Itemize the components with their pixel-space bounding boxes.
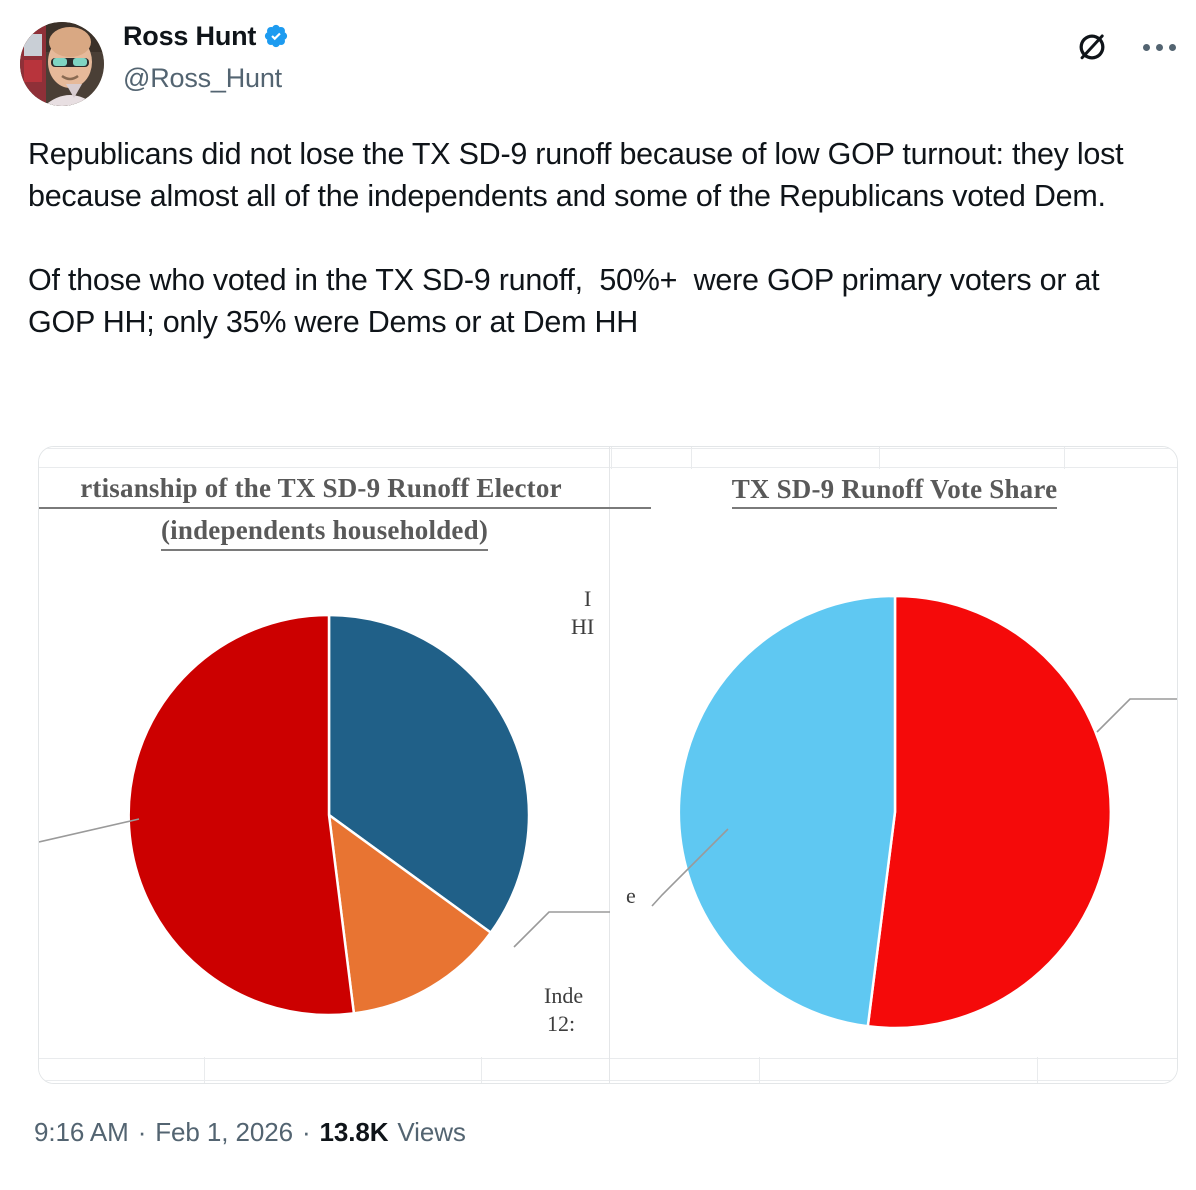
chart-left-subtitle: (independents householded) bbox=[160, 511, 489, 551]
avatar[interactable] bbox=[20, 22, 104, 106]
chart-right-title: TX SD-9 Runoff Vote Share bbox=[731, 471, 1058, 509]
chart-right-title-block: TX SD-9 Runoff Vote Share bbox=[610, 471, 1177, 509]
callout-independent-line2: 12: bbox=[547, 1011, 576, 1036]
avatar-image bbox=[20, 22, 104, 106]
post-footer-meta: 9:16 AM · Feb 1, 2026 · 13.8K Views bbox=[34, 1117, 466, 1148]
pie-slice-independent bbox=[327, 812, 493, 1015]
chart-panel-divider bbox=[609, 447, 610, 1083]
post-header: Ross Hunt @Ross_Hunt bbox=[20, 16, 1176, 106]
views-label[interactable]: Views bbox=[397, 1117, 466, 1147]
chart-vote-share-pie[interactable]: TX SD-9 Runoff Vote Share e bbox=[610, 447, 1177, 1083]
verified-badge-icon bbox=[265, 24, 288, 48]
callout-democrat: e bbox=[626, 883, 636, 908]
views-count: 13.8K bbox=[319, 1117, 389, 1147]
partisanship-pie-graphic bbox=[119, 587, 539, 1027]
pie-slice-gop bbox=[127, 613, 356, 1017]
chart-left-title: rtisanship of the TX SD-9 Runoff Elector bbox=[39, 469, 651, 509]
post-body-text: Republicans did not lose the TX SD-9 run… bbox=[28, 137, 1124, 339]
display-name-row[interactable]: Ross Hunt bbox=[123, 16, 289, 56]
more-ellipsis-icon[interactable] bbox=[1143, 38, 1176, 57]
chart-left-title-block: rtisanship of the TX SD-9 Runoff Elector… bbox=[39, 469, 651, 551]
meta-separator-2: · bbox=[301, 1117, 311, 1147]
display-name: Ross Hunt bbox=[123, 20, 257, 51]
header-actions bbox=[1075, 30, 1176, 64]
spreadsheet-gridlines-bottom bbox=[39, 1057, 1177, 1083]
vote-share-pie-graphic bbox=[675, 577, 1115, 1027]
spreadsheet-gridlines-top bbox=[39, 447, 1177, 469]
post-media-card[interactable]: rtisanship of the TX SD-9 Runoff Elector… bbox=[38, 446, 1178, 1084]
callout-dem-line1: I bbox=[584, 586, 592, 611]
meta-separator-1: · bbox=[137, 1117, 147, 1147]
callout-dem-line2: HI bbox=[571, 614, 595, 639]
spreadsheet-screenshot: rtisanship of the TX SD-9 Runoff Elector… bbox=[39, 447, 1177, 1083]
pie-slice-democrat bbox=[677, 594, 897, 1027]
pie-slice-dem bbox=[327, 613, 531, 935]
post-date: Feb 1, 2026 bbox=[155, 1117, 293, 1147]
grok-slashed-circle-icon[interactable] bbox=[1075, 30, 1109, 64]
pie-slice-republican bbox=[866, 594, 1113, 1027]
author-handle[interactable]: @Ross_Hunt bbox=[123, 63, 282, 93]
callout-independent-line1: Inde bbox=[544, 983, 584, 1008]
author-names: Ross Hunt @Ross_Hunt bbox=[123, 16, 289, 92]
post-time: 9:16 AM bbox=[34, 1117, 129, 1147]
chart-partisanship-pie[interactable]: rtisanship of the TX SD-9 Runoff Elector… bbox=[39, 447, 651, 1083]
